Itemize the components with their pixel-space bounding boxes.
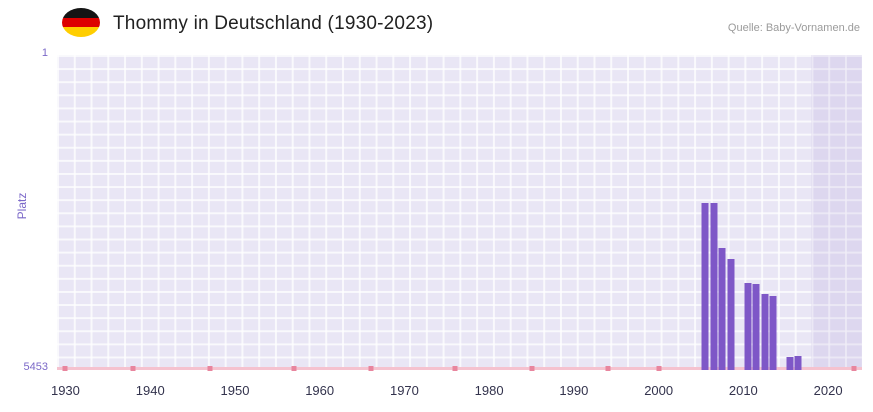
axis-baseline-marker — [207, 366, 213, 371]
axis-baseline-marker — [62, 366, 68, 371]
x-tick-label-1960: 1960 — [305, 383, 335, 398]
rank-bar-2011[interactable] — [752, 284, 760, 370]
rank-bar-2012[interactable] — [761, 293, 768, 370]
recent-years-band — [811, 55, 862, 370]
axis-baseline-marker — [529, 366, 535, 371]
x-tick-label-1970: 1970 — [389, 383, 419, 398]
rank-bar-2006[interactable] — [710, 203, 718, 370]
rank-bar-2007[interactable] — [718, 247, 726, 370]
x-tick-label-2020: 2020 — [813, 383, 843, 398]
flag-stripe-red — [62, 17, 100, 28]
rank-bar-2013[interactable] — [769, 296, 777, 370]
rank-bar-2016[interactable] — [794, 355, 802, 370]
x-tick-label-1940: 1940 — [135, 383, 165, 398]
axis-baseline-marker — [291, 366, 297, 371]
axis-baseline-marker — [605, 366, 611, 371]
axis-baseline-marker — [130, 366, 136, 371]
y-axis-bottom-tick: 5453 — [23, 361, 48, 373]
x-tick-label-1990: 1990 — [559, 383, 589, 398]
plot-area — [57, 55, 862, 371]
axis-baseline-marker — [368, 366, 374, 371]
x-tick-label-2000: 2000 — [644, 383, 674, 398]
axis-baseline-marker — [851, 366, 857, 371]
rank-bar-2005[interactable] — [701, 203, 709, 370]
y-axis-top-tick: 1 — [41, 47, 48, 59]
x-tick-label-1980: 1980 — [474, 383, 504, 398]
x-axis-line — [57, 367, 862, 370]
x-tick-label-2010: 2010 — [728, 383, 758, 398]
axis-baseline-marker — [452, 366, 458, 371]
germany-flag-icon — [62, 8, 100, 37]
rank-bar-2010[interactable] — [744, 283, 752, 370]
axis-baseline-marker — [656, 366, 662, 371]
page-title: Thommy in Deutschland (1930-2023) — [113, 13, 434, 34]
y-axis-label: Platz — [15, 192, 29, 220]
flag-stripe-black — [62, 8, 100, 18]
x-axis-labels: 1930 1940 1950 1960 1970 1980 1990 2000 2010 2020 — [51, 381, 862, 403]
x-tick-label-1930: 1930 — [50, 383, 80, 398]
source-credit: Quelle: Baby-Vornamen.de — [727, 22, 860, 34]
rank-bar-2008[interactable] — [727, 258, 735, 370]
x-tick-label-1950: 1950 — [220, 383, 250, 398]
flag-stripe-gold — [62, 27, 100, 37]
rank-bar-2015[interactable] — [786, 357, 794, 370]
